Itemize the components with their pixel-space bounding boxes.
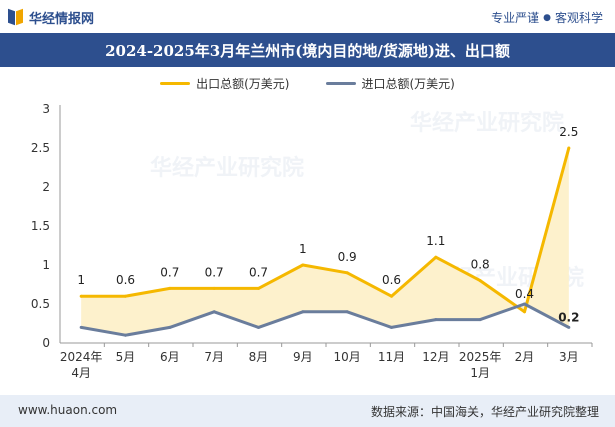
- export-data-point: [345, 271, 349, 275]
- export-data-point: [390, 294, 393, 298]
- brand-name: 华经情报网: [29, 11, 95, 27]
- legend-item-import[interactable]: 进口总额(万美元): [325, 75, 455, 92]
- export-data-label: 0.6: [382, 273, 401, 287]
- x-tick-label: 10月: [334, 350, 361, 364]
- import-data-point: [212, 310, 216, 314]
- import-data-point: [478, 318, 482, 322]
- export-data-point: [257, 286, 260, 290]
- band-fill-area: [81, 148, 569, 336]
- import-data-point: [79, 325, 83, 329]
- x-tick-label: 2025年: [459, 350, 502, 364]
- chart-title: 2024-2025年3月年兰州市(境内目的地/货源地)进、出口额: [0, 33, 615, 67]
- legend-swatch-export: [160, 81, 191, 85]
- x-tick-label: 1月: [470, 366, 490, 380]
- import-series-line: [80, 302, 570, 337]
- legend-swatch-import: [325, 81, 356, 85]
- export-data-label: 0.6: [116, 273, 135, 287]
- import-data-point: [434, 318, 438, 322]
- export-data-point: [301, 263, 305, 267]
- export-data-point: [434, 255, 438, 259]
- y-tick-label: 2.5: [31, 141, 50, 155]
- export-data-point: [478, 279, 482, 283]
- export-data-point: [124, 294, 127, 298]
- y-tick-label: 1.5: [31, 219, 50, 233]
- import-data-point: [124, 333, 127, 337]
- import-data-point: [168, 325, 172, 329]
- footer: www.huaon.com 数据来源：中国海关，华经产业研究院整理: [0, 395, 615, 427]
- import-data-point: [301, 310, 305, 314]
- import-data-point: [345, 310, 349, 314]
- export-data-label: 1: [77, 273, 85, 287]
- x-tick-label: 6月: [160, 350, 180, 364]
- y-tick-label: 3: [42, 102, 50, 116]
- x-tick-label: 2024年: [60, 350, 103, 364]
- export-data-label: 1.1: [426, 234, 445, 248]
- legend-label-import: 进口总额(万美元): [361, 76, 455, 91]
- import-data-point: [523, 302, 526, 306]
- export-data-label: 0.7: [249, 265, 268, 279]
- export-data-label: 0.7: [205, 265, 224, 279]
- export-data-label: 0.9: [338, 250, 357, 264]
- x-tick-label: 12月: [422, 350, 449, 364]
- x-tick-label: 3月: [559, 350, 579, 364]
- y-tick-label: 2: [42, 180, 50, 194]
- legend-label-export: 出口总额(万美元): [196, 76, 290, 91]
- export-data-label: 0.8: [471, 258, 490, 272]
- import-data-point: [567, 325, 571, 329]
- slogan: 专业严谨 ● 客观科学: [491, 9, 603, 26]
- chart-legend: 出口总额(万美元) 进口总额(万美元): [0, 71, 615, 95]
- export-data-label: 0.7: [160, 265, 179, 279]
- import-data-point: [390, 325, 393, 329]
- export-data-point: [523, 310, 526, 314]
- footer-source: 数据来源：中国海关，华经产业研究院整理: [370, 405, 599, 419]
- x-tick-label: 11月: [378, 350, 405, 364]
- import-data-label: 0.2: [558, 310, 579, 324]
- export-data-point: [567, 146, 571, 150]
- x-tick-label: 8月: [249, 350, 269, 364]
- export-data-point: [79, 294, 83, 298]
- footer-url[interactable]: www.huaon.com: [18, 403, 118, 417]
- export-data-label: 2.5: [559, 125, 578, 139]
- bullet-icon: ●: [543, 12, 551, 23]
- import-data-label: 0.4: [515, 287, 534, 301]
- brand-logo-icon: [8, 8, 24, 26]
- legend-item-export[interactable]: 出口总额(万美元): [160, 75, 290, 92]
- top-bar: 华经情报网 专业严谨 ● 客观科学: [0, 0, 615, 33]
- brand[interactable]: 华经情报网: [8, 8, 95, 27]
- y-tick-label: 0.5: [31, 297, 50, 311]
- export-data-point: [168, 286, 172, 290]
- x-tick-label: 9月: [293, 350, 313, 364]
- export-data-label: 1: [299, 242, 307, 256]
- export-data-point: [212, 286, 216, 290]
- y-tick-label: 0: [42, 336, 50, 350]
- x-tick-label: 5月: [116, 350, 136, 364]
- x-tick-label: 2月: [515, 350, 535, 364]
- import-data-point: [257, 325, 260, 329]
- y-tick-label: 1: [42, 258, 50, 272]
- x-tick-label: 4月: [71, 366, 91, 380]
- slogan-left: 专业严谨: [491, 11, 540, 25]
- x-tick-label: 7月: [204, 350, 224, 364]
- slogan-right: 客观科学: [554, 11, 603, 25]
- export-series-line: [81, 147, 571, 314]
